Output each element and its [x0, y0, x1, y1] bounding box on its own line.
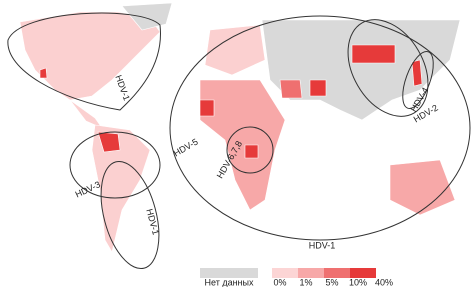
- no-data-label: Нет данных: [205, 277, 254, 287]
- legend-swatch: [272, 268, 298, 278]
- legend-tick: 10%: [349, 277, 367, 287]
- legend-tick: 40%: [375, 277, 393, 287]
- region-loops: [7, 12, 471, 270]
- no-data-swatch: [200, 268, 258, 278]
- legend-swatch: [324, 268, 350, 278]
- legend-tick: 1%: [299, 277, 312, 287]
- region-label: HDV-1: [113, 74, 131, 102]
- legend-swatch: [298, 268, 324, 278]
- legend-tick: 0%: [273, 277, 286, 287]
- region-label: HDV-1: [309, 240, 336, 250]
- region-label: HDV-3: [74, 179, 102, 199]
- region-label: HDV-5: [172, 136, 200, 158]
- legend-swatch: [350, 268, 376, 278]
- legend-tick: 5%: [325, 277, 338, 287]
- region-label: HDV-1: [144, 208, 161, 236]
- land: [19, 2, 461, 253]
